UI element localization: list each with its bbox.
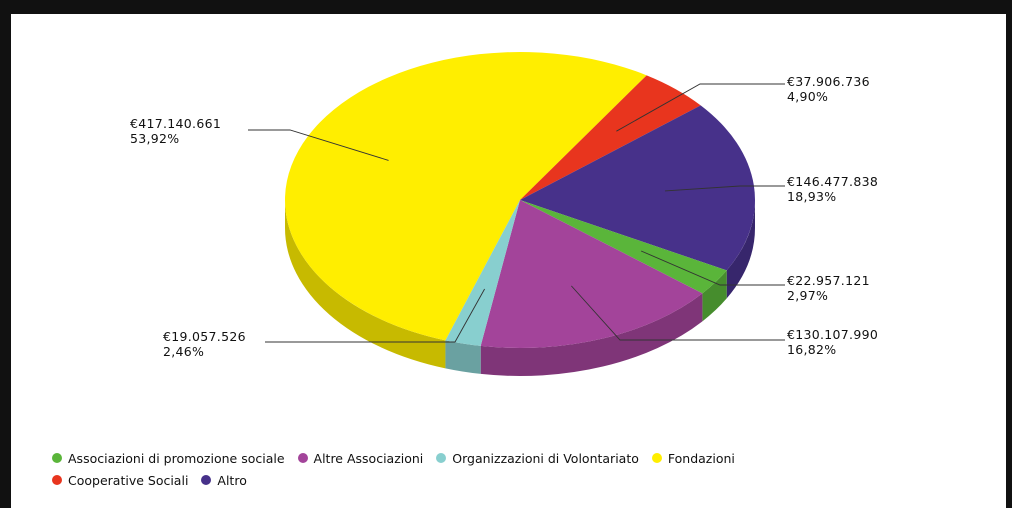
leader-line (248, 129, 389, 161)
label-associazioni-promozione-percent: 2,97% (787, 288, 829, 303)
legend-label: Organizzazioni di Volontariato (452, 450, 639, 466)
pie-side-fondazioni (285, 200, 446, 369)
legend-swatch (52, 453, 62, 463)
label-altro: €146.477.838 18,93% (787, 174, 878, 204)
legend-swatch (651, 453, 662, 463)
legend-label: Fondazioni (667, 450, 735, 466)
pie-slice-organizzazioni-di-volontariato (445, 200, 520, 346)
label-organizzazioni-percent: 2,46% (163, 344, 205, 359)
label-cooperative-value: €37.906.736 (787, 74, 870, 89)
leader-line (616, 83, 785, 132)
label-cooperative-percent: 4,90% (787, 89, 829, 104)
label-associazioni-promozione-value: €22.957.121 (787, 273, 870, 288)
label-organizzazioni-volontariato: €19.057.526 2,46% (163, 329, 246, 359)
legend-label: Altro (217, 472, 247, 488)
label-cooperative-sociali: €37.906.736 4,90% (787, 74, 870, 104)
leader-line (571, 285, 785, 341)
label-associazioni-promozione: €22.957.121 2,97% (787, 273, 870, 303)
label-altro-value: €146.477.838 (787, 174, 879, 189)
pie-slice-cooperative-sociali (520, 75, 701, 200)
pie-slice-associazioni-di-promozione-sociale (520, 200, 727, 294)
legend-item: Associazioni di promozione sociale (52, 447, 285, 469)
legend-item: Fondazioni (651, 447, 735, 469)
pie-slice-altro (520, 105, 755, 271)
legend-swatch (436, 453, 447, 463)
pie-side-altro (726, 200, 755, 299)
leader-line (265, 288, 485, 343)
pie-side-organizzazioni-di-volontariato (445, 340, 481, 374)
label-fondazioni-value: €417.140.661 (130, 116, 222, 131)
leader-line (640, 250, 785, 286)
pie-slice-fondazioni (284, 51, 647, 341)
pie-side-altre-associazioni (480, 293, 703, 376)
label-altre-associazioni-percent: 16,82% (787, 342, 837, 357)
legend-item: Organizzazioni di Volontariato (436, 447, 639, 469)
legend-label: Altre Associazioni (313, 450, 424, 466)
legend-item: Altre Associazioni (297, 447, 424, 469)
label-organizzazioni-value: €19.057.526 (163, 329, 246, 344)
legend-swatch (201, 475, 212, 485)
legend-label: Cooperative Sociali (68, 472, 189, 488)
legend-item: Altro (201, 469, 247, 491)
pie-side-associazioni-di-promozione-sociale (702, 270, 727, 322)
label-fondazioni: €417.140.661 53,92% (130, 116, 221, 146)
pie-slice-altre-associazioni (480, 200, 703, 348)
label-altre-associazioni: €130.107.990 16,82% (787, 327, 878, 357)
label-altro-percent: 18,93% (787, 189, 837, 204)
legend-item: Cooperative Sociali (52, 469, 188, 491)
legend-swatch (52, 475, 62, 485)
label-fondazioni-percent: 53,92% (130, 131, 180, 146)
legend-swatch (297, 453, 308, 463)
leader-line (664, 185, 785, 192)
chart-legend: Associazioni di promozione sociale Altre… (52, 447, 982, 491)
legend-label: Associazioni di promozione sociale (68, 450, 285, 466)
label-altre-associazioni-value: €130.107.990 (787, 327, 879, 342)
